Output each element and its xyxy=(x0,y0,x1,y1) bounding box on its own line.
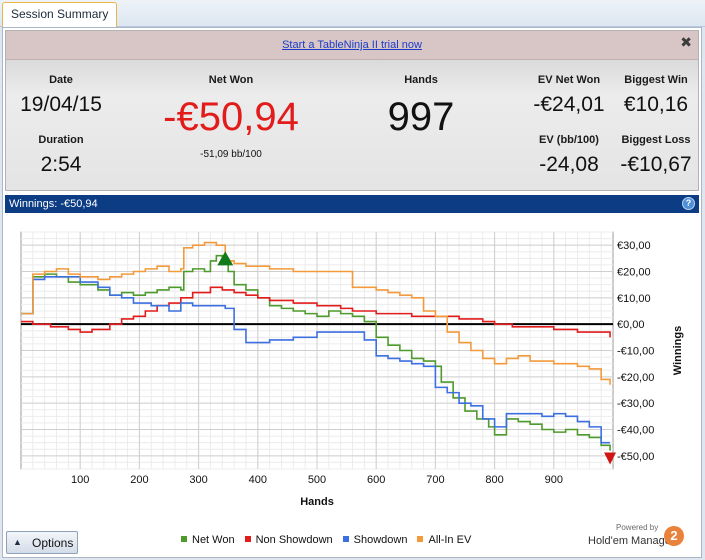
biggest-loss-label: Biggest Loss xyxy=(621,134,691,146)
tab-session-summary[interactable]: Session Summary xyxy=(2,2,118,27)
date-label: Date xyxy=(49,74,73,86)
net-won-value: -€50,94 xyxy=(163,95,299,139)
x-tick-label: 400 xyxy=(249,474,267,486)
legend-label: All-In EV xyxy=(428,534,472,546)
x-tick-label: 500 xyxy=(308,474,326,486)
legend-item-showdown[interactable]: Showdown xyxy=(342,534,408,546)
legend-label: Non Showdown xyxy=(255,534,333,546)
legend-item-all-in-ev[interactable]: All-In EV xyxy=(417,534,471,546)
legend-label: Net Won xyxy=(192,534,235,546)
close-icon[interactable]: ✖ xyxy=(680,34,692,50)
peak-marker-icon xyxy=(217,251,234,266)
biggest-win-value: €10,16 xyxy=(623,93,689,116)
legend-swatch xyxy=(342,536,349,542)
biggest-win-label: Biggest Win xyxy=(624,74,688,86)
ev-net-won-label: EV Net Won xyxy=(537,74,601,86)
legend-item-net-won[interactable]: Net Won xyxy=(181,534,235,546)
legend-item-non-showdown[interactable]: Non Showdown xyxy=(244,534,333,546)
x-tick-label: 700 xyxy=(426,474,444,486)
y-tick-label: €0,00 xyxy=(617,319,645,331)
brand-name: Hold'em Manager xyxy=(588,535,675,547)
x-tick-label: 600 xyxy=(367,474,385,486)
winnings-graph: 100 200 300 400 500 600 700 800 900 €30,00 €20,00 €… xyxy=(20,231,684,508)
duration-value: 2:54 xyxy=(40,153,82,176)
tab-strip: Session Summary xyxy=(0,0,705,27)
chart-legend: Net Won Non Showdown Showdown All-In EV xyxy=(181,534,481,548)
promo-banner: Start a TableNinja II trial now ✖ xyxy=(6,31,698,60)
ev-bb100-value: -24,08 xyxy=(539,153,599,176)
winnings-title: Winnings: -€50,94 xyxy=(9,198,98,210)
y-tick-label: €20,00 xyxy=(617,267,651,279)
holdem-manager-branding: Powered by Hold'em Manager 2 xyxy=(588,523,688,555)
duration-label: Duration xyxy=(38,134,84,146)
y-tick-label: -€50,00 xyxy=(617,451,654,463)
y-tick-label: -€20,00 xyxy=(617,372,654,384)
ev-net-won-value: -€24,01 xyxy=(533,93,605,116)
y-tick-label: -€30,00 xyxy=(617,398,654,410)
options-label: Options xyxy=(32,536,74,550)
hm2-logo-icon: 2 xyxy=(664,526,684,546)
x-tick-label: 300 xyxy=(189,474,207,486)
series-line-non-showdown xyxy=(21,286,611,338)
series-line-all-in-ev xyxy=(21,241,611,385)
series-line-showdown xyxy=(21,275,611,444)
y-axis-label: Winnings xyxy=(672,326,684,375)
net-won-bb100: -51,09 bb/100 xyxy=(200,149,262,160)
winnings-chart: 100 200 300 400 500 600 700 800 900 €30,00 €20,00 €… xyxy=(5,214,699,554)
triangle-up-icon: ▲ xyxy=(13,537,22,547)
y-tick-label: -€10,00 xyxy=(617,346,654,358)
session-summary-panel: Start a TableNinja II trial now ✖ Date 1… xyxy=(5,30,699,191)
x-tick-label: 900 xyxy=(545,474,563,486)
legend-swatch xyxy=(181,536,187,542)
x-tick-label: 200 xyxy=(130,474,148,486)
y-tick-label: €10,00 xyxy=(617,293,651,305)
ev-bb100-label: EV (bb/100) xyxy=(539,134,599,146)
content-frame: Start a TableNinja II trial now ✖ Date 1… xyxy=(2,27,702,558)
powered-by-text: Powered by xyxy=(616,523,659,532)
winnings-header: Winnings: -€50,94 ? xyxy=(5,195,699,213)
date-value: 19/04/15 xyxy=(20,93,102,116)
hands-label: Hands xyxy=(404,74,438,86)
net-won-label: Net Won xyxy=(208,74,254,86)
x-axis-label: Hands xyxy=(300,496,334,508)
hands-value: 997 xyxy=(387,95,455,139)
legend-swatch xyxy=(417,536,424,542)
low-marker-icon xyxy=(604,452,617,465)
options-button[interactable]: ▲ Options xyxy=(6,531,78,554)
biggest-loss-value: -€10,67 xyxy=(620,153,692,176)
legend-label: Showdown xyxy=(353,534,408,546)
x-tick-label: 100 xyxy=(71,474,89,486)
x-tick-label: 800 xyxy=(485,474,503,486)
help-icon[interactable]: ? xyxy=(682,197,695,210)
tableninja-trial-link[interactable]: Start a TableNinja II trial now xyxy=(282,39,422,51)
legend-swatch xyxy=(244,536,251,542)
y-tick-label: €30,00 xyxy=(617,240,651,252)
y-tick-label: -€40,00 xyxy=(617,425,654,437)
